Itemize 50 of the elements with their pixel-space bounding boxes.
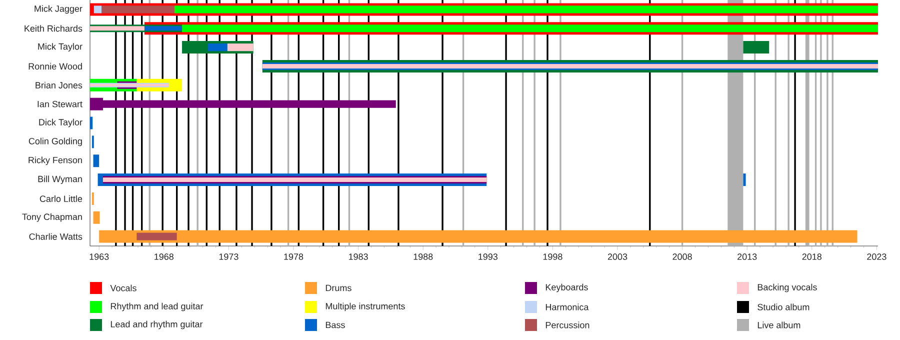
bar [743,41,770,54]
legend-label: Live album [758,322,800,328]
legend-label: Lead and rhythm guitar [110,320,203,330]
x-tick-label: 2013 [738,254,757,260]
legend-label: Harmonica [546,304,589,310]
y-tick-label: Bill Wyman [38,176,82,184]
x-tick-label: 1973 [219,254,238,260]
bar [174,6,878,14]
x-tick-label: 1968 [154,254,174,260]
bar [182,24,878,32]
legend-label: Rhythm and lead guitar [110,302,204,312]
legend-label: Bass [326,322,345,328]
y-tick-label: Brian Jones [36,82,82,88]
y-tick-label: Ricky Fenson [28,156,82,166]
bar [93,154,100,168]
x-tick-label: 1978 [284,254,304,260]
x-tick-label: 1963 [90,254,109,260]
x-tick-label: 2008 [672,254,692,260]
legend-label: Multiple instruments [326,302,405,312]
legend-label: Percussion [546,322,590,328]
bar [743,174,746,186]
bar [99,230,858,243]
x-tick-label: 1998 [543,254,562,260]
legend-label: Keyboards [546,284,588,292]
legend-label: Drums [326,284,352,292]
legend-label: Backing vocals [758,284,817,292]
y-tick-label: Mick Taylor [38,43,82,52]
bar [90,116,93,130]
y-tick-label: Ronnie Wood [28,62,82,70]
x-tick-label: 1988 [414,254,433,260]
bar [94,6,102,14]
legend-label: Vocals [110,284,136,292]
y-tick-label: Tony Chapman [22,213,82,222]
x-tick-label: 1983 [348,254,368,260]
legend-label: Studio album [758,304,810,310]
x-tick-label: 2003 [608,254,628,260]
x-tick-label: 2018 [802,254,822,260]
bar [93,211,100,224]
y-tick-label: Charlie Watts [29,233,82,240]
x-tick-label: 1993 [478,254,498,260]
y-tick-label: Keith Richards [24,25,82,32]
y-tick-label: Dick Taylor [39,118,82,128]
y-tick-label: Colin Golding [28,138,82,146]
y-tick-label: Mick Jagger [34,5,82,14]
x-tick-label: 2023 [867,254,886,260]
bar [90,26,144,31]
bar [136,232,177,240]
y-tick-label: Ian Stewart [38,100,82,108]
y-tick-label: Carlo Little [40,195,82,202]
bar [102,6,174,14]
